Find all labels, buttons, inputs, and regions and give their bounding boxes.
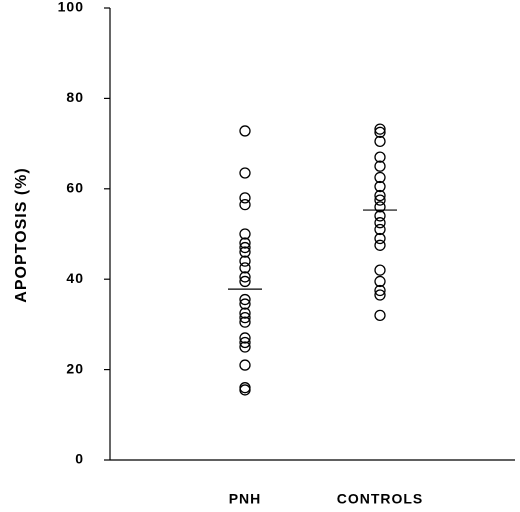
data-point bbox=[374, 180, 386, 193]
data-point bbox=[374, 160, 386, 172]
data-point bbox=[239, 382, 251, 394]
data-point bbox=[239, 341, 251, 353]
data-point bbox=[239, 307, 251, 319]
data-point bbox=[239, 198, 251, 211]
data-point bbox=[239, 255, 251, 267]
y-tick-label: 60 bbox=[66, 180, 84, 196]
data-point bbox=[239, 336, 251, 349]
data-point bbox=[239, 332, 251, 344]
data-point bbox=[374, 171, 386, 184]
data-point bbox=[374, 232, 386, 245]
data-point bbox=[374, 289, 386, 301]
y-tick-label: 0 bbox=[75, 451, 84, 467]
data-point bbox=[374, 223, 386, 236]
data-point bbox=[239, 125, 251, 137]
y-tick-label: 20 bbox=[66, 360, 84, 376]
data-point bbox=[374, 189, 386, 202]
data-point bbox=[374, 151, 386, 163]
data-point bbox=[239, 262, 251, 274]
data-point bbox=[374, 210, 386, 222]
data-point bbox=[374, 264, 386, 276]
data-point bbox=[239, 241, 251, 254]
data-point bbox=[239, 237, 251, 249]
data-point bbox=[374, 309, 386, 322]
x-tick-label: PNH bbox=[229, 491, 262, 507]
data-point bbox=[239, 293, 251, 306]
x-tick-label: CONTROLS bbox=[337, 491, 424, 507]
data-point bbox=[374, 239, 386, 251]
data-point bbox=[374, 126, 386, 138]
data-point bbox=[239, 298, 251, 310]
data-point bbox=[239, 192, 251, 204]
data-point bbox=[239, 167, 251, 179]
data-point bbox=[374, 275, 386, 288]
data-point bbox=[374, 135, 386, 147]
data-point bbox=[239, 246, 251, 258]
data-point bbox=[374, 217, 386, 229]
data-point bbox=[374, 201, 386, 213]
data-point bbox=[374, 194, 386, 206]
data-point bbox=[374, 123, 386, 135]
data-point bbox=[239, 359, 251, 371]
data-point bbox=[239, 311, 251, 324]
y-tick-label: 80 bbox=[66, 89, 84, 105]
y-axis-label: APOPTOSIS (%) bbox=[13, 167, 30, 302]
data-point bbox=[374, 284, 386, 297]
data-point bbox=[239, 275, 251, 288]
data-point bbox=[239, 271, 251, 283]
data-point bbox=[239, 316, 251, 328]
data-point bbox=[239, 384, 251, 396]
y-tick-label: 40 bbox=[66, 270, 84, 286]
data-point bbox=[239, 228, 251, 240]
y-tick-label: 100 bbox=[58, 0, 84, 15]
